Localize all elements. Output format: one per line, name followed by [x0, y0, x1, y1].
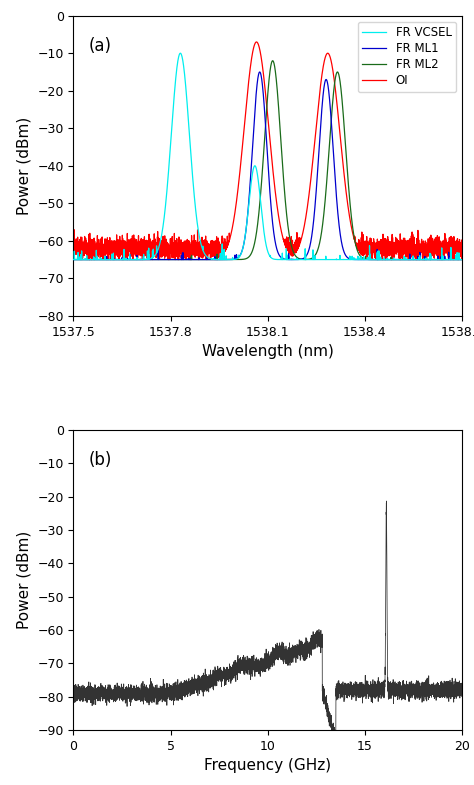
FR VCSEL: [178, 49, 183, 58]
FR VCSEL: [234, 254, 240, 264]
OI: [255, 40, 261, 49]
OI: [237, 166, 243, 176]
FR VCSEL: [255, 176, 261, 185]
FR VCSEL: [428, 255, 434, 265]
X-axis label: Frequency (GHz): Frequency (GHz): [204, 758, 331, 773]
OI: [234, 194, 240, 203]
Text: (b): (b): [89, 451, 112, 469]
Line: OI: OI: [73, 42, 462, 260]
OI: [79, 255, 85, 265]
FR ML2: [428, 255, 434, 265]
FR VCSEL: [71, 255, 76, 265]
FR ML1: [234, 254, 239, 263]
FR ML1: [459, 255, 465, 265]
FR ML1: [257, 68, 263, 77]
OI: [71, 253, 76, 262]
Y-axis label: Power (dBm): Power (dBm): [17, 117, 32, 215]
Line: FR VCSEL: FR VCSEL: [73, 53, 462, 260]
OI: [353, 240, 359, 250]
FR ML2: [71, 255, 76, 265]
FR ML2: [234, 255, 239, 265]
FR ML2: [353, 241, 359, 250]
OI: [447, 243, 453, 252]
FR VCSEL: [353, 255, 359, 265]
FR ML1: [447, 255, 453, 265]
FR ML1: [71, 255, 76, 265]
X-axis label: Wavelength (nm): Wavelength (nm): [202, 344, 334, 359]
FR ML1: [237, 251, 243, 261]
Line: FR ML1: FR ML1: [73, 72, 462, 260]
FR ML2: [447, 255, 453, 265]
Line: FR ML2: FR ML2: [73, 60, 462, 260]
OI: [459, 241, 465, 250]
FR VCSEL: [459, 255, 465, 265]
FR ML1: [255, 71, 261, 81]
OI: [428, 233, 434, 243]
OI: [254, 37, 259, 46]
Legend: FR VCSEL, FR ML1, FR ML2, OI: FR VCSEL, FR ML1, FR ML2, OI: [358, 22, 456, 92]
Text: (a): (a): [89, 37, 112, 55]
FR ML2: [459, 255, 465, 265]
FR ML2: [270, 56, 275, 65]
FR VCSEL: [237, 251, 243, 261]
FR ML1: [428, 255, 434, 265]
Y-axis label: Power (dBm): Power (dBm): [17, 531, 32, 629]
FR ML1: [353, 255, 359, 265]
FR ML2: [237, 255, 243, 265]
FR VCSEL: [447, 253, 453, 262]
FR ML2: [255, 215, 261, 225]
